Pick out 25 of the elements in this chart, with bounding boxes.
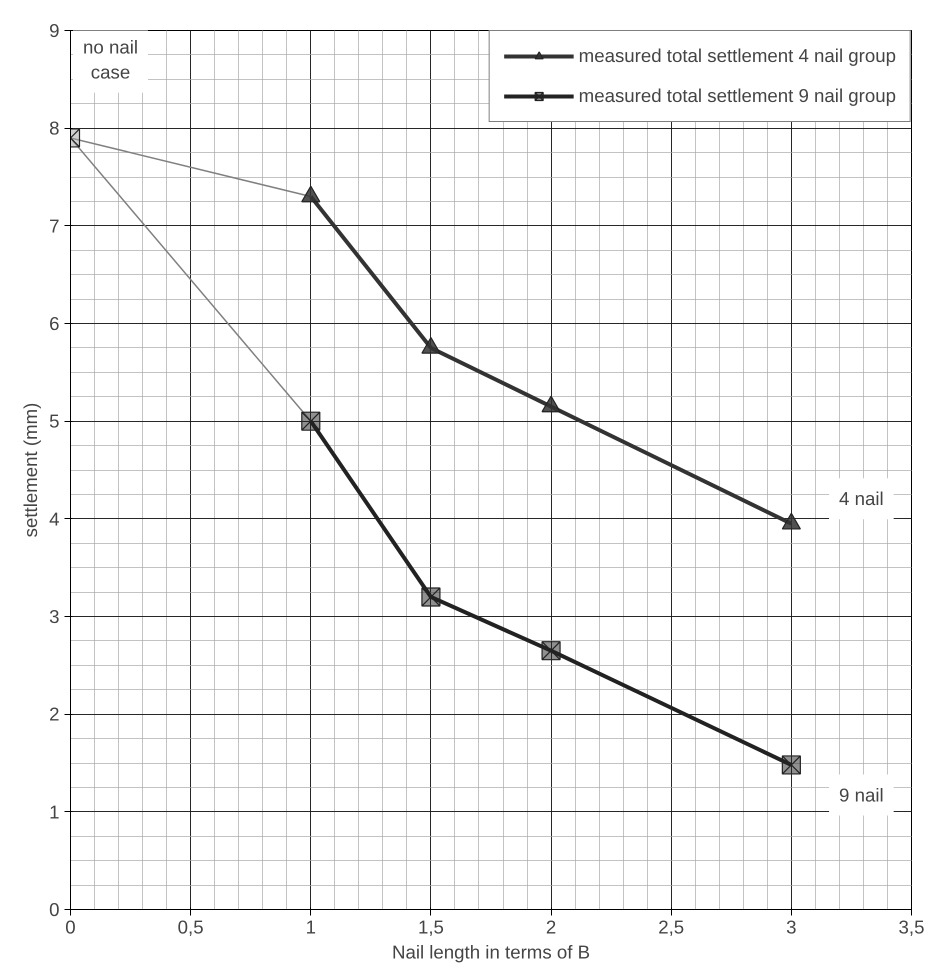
annotation: 9 nail (839, 784, 884, 806)
y-tick-label: 4 (49, 508, 60, 530)
y-axis-title: settlement (mm) (20, 402, 42, 538)
y-tick-label: 8 (49, 118, 60, 139)
y-tick-label: 9 (49, 20, 60, 41)
x-tick-label: 3,5 (898, 916, 924, 938)
annotation: 4 nail (839, 488, 884, 510)
legend-label: measured total settlement 9 nail group (578, 85, 896, 107)
x-axis-title: Nail length in terms of B (392, 942, 590, 962)
y-tick-label: 6 (49, 313, 60, 334)
y-tick-label: 5 (49, 410, 60, 432)
annotation: no nail case (83, 36, 138, 83)
x-tick-label: 2,5 (658, 916, 684, 938)
x-tick-label: 1,5 (418, 916, 444, 938)
x-tick-label: 0 (65, 916, 76, 938)
x-tick-label: 1 (306, 916, 316, 938)
x-tick-label: 3 (786, 916, 797, 938)
y-tick-label: 2 (49, 704, 60, 725)
x-tick-label: 0,5 (178, 916, 204, 938)
x-tick-label: 2 (546, 916, 556, 938)
y-tick-label: 0 (49, 899, 60, 920)
legend-label: measured total settlement 4 nail group (578, 45, 896, 67)
y-tick-label: 7 (49, 215, 60, 236)
y-tick-label: 3 (49, 606, 60, 627)
y-tick-label: 1 (49, 801, 60, 822)
